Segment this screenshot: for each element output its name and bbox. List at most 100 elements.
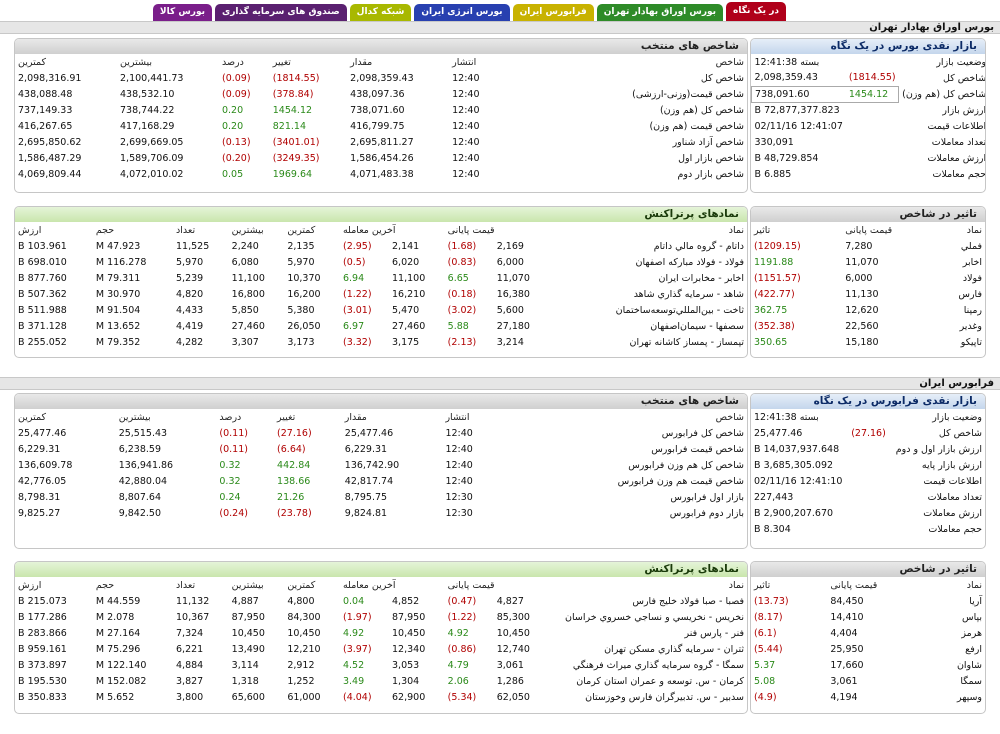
impact-cell: 362.75 (754, 304, 788, 316)
impact-cell: فولاد (962, 272, 982, 284)
market-change: 1454.12 (845, 85, 900, 103)
symbols-cell: 27,460 (231, 320, 265, 332)
impact-cell: 4,194 (830, 691, 858, 703)
symbols-row[interactable]: كرمان - س. توسعه و عمران استان كرمان 1,28… (15, 673, 747, 689)
symbols-cell[interactable]: شاهد - سرمايه گذاري شاهد (633, 288, 744, 300)
symbols-cell: 26,050 (287, 320, 321, 332)
indices-row: شاخص کل هم وزن فرابورس 12:40 136,742.90 442… (15, 457, 747, 473)
tab-2[interactable]: فرابورس ایران (512, 4, 594, 22)
impact-cell: تاپيكو (960, 336, 982, 348)
market-label: ارزش بازار (942, 104, 986, 116)
symbols-row[interactable]: سمگا - گروه سرمايه گذاري ميراث فرهنگي 3,0… (15, 657, 747, 673)
market-row: حجم معاملات 8.304 B (751, 521, 985, 537)
symbols-cell: 84,300 (287, 611, 321, 623)
symbols-row[interactable]: داتام - گروه مالي داتام 2,169 (1.68) 2,141 (… (15, 238, 747, 254)
tab-4[interactable]: شبکه کدال (349, 4, 412, 22)
symbols-cell[interactable]: كرمان - س. توسعه و عمران استان كرمان (576, 675, 744, 687)
tab-0[interactable]: در یک نگاه (726, 2, 786, 22)
impact-cell: فملي (960, 240, 982, 252)
impact-row: شاوان 17,660 5.37 (751, 657, 985, 673)
indices-cell: (6.64) (277, 443, 306, 455)
indices-cell: 2,098,316.91 (18, 72, 82, 84)
symbols-cell: 12,340 (392, 643, 426, 655)
symbols-cell[interactable]: فولاد - فولاد مباركه اصفهان (635, 256, 744, 268)
market-label: حجم معاملات (928, 523, 982, 535)
symbols-cell[interactable]: ثاخت - بين‌المللي‌توسعه‌ساختمان (615, 304, 744, 316)
symbols-cell: 3.49 (342, 675, 365, 687)
symbols-cell: 283.866 B (18, 627, 67, 639)
symbols-cell: 152.082 M (95, 675, 147, 687)
symbols-row[interactable]: نخريس - نخريسي و نساجي خسروي خراسان 85,30… (15, 609, 747, 625)
impact-header-1: قیمت پایانی (830, 579, 878, 591)
symbols-cell[interactable]: تپمساز - پمساز كاشانه تهران (629, 336, 744, 348)
tab-1[interactable]: بورس اوراق بهادار تهران (596, 4, 724, 22)
symbols-cell: 27,180 (496, 320, 530, 332)
symbols-row[interactable]: سدبير - س. تدبيرگران فارس وخوزستان 62,050… (15, 689, 747, 705)
market-change (846, 102, 899, 118)
tab-5[interactable]: صندوق های سرمایه گذاری (214, 4, 347, 22)
tab-6[interactable]: بورس کالا (152, 4, 212, 22)
symbols-cell: 4,820 (176, 288, 204, 300)
indices-cell: 0.20 (221, 120, 244, 132)
symbols-header-7: ارزش (18, 224, 42, 236)
tab-3[interactable]: بورس انرژی ایران (414, 4, 510, 22)
indices-cell: 12:30 (445, 491, 473, 503)
indices-cell: 4,072,010.02 (120, 168, 184, 180)
impact-cell: (1151.57) (754, 272, 801, 284)
symbols-cell: 79.311 M (95, 272, 141, 284)
symbols-cell[interactable]: سمگا - گروه سرمايه گذاري ميراث فرهنگي (572, 659, 744, 671)
market-change (846, 118, 899, 134)
symbols-cell[interactable]: نخريس - نخريسي و نساجي خسروي خراسان (565, 611, 744, 623)
impact-header-0: نماد (966, 224, 982, 236)
symbols-row[interactable]: فنر - پارس فنر 10,450 4.92 10,450 4.92 10,450… (15, 625, 747, 641)
tab-bar: در یک نگاه بورس اوراق بهادار تهران فرابورس… (152, 2, 786, 22)
symbols-row[interactable]: شاهد - سرمايه گذاري شاهد 16,380 (0.18) 16,2… (15, 286, 747, 302)
market-value: 330,091 (754, 136, 794, 148)
symbols-cell: (4.04) (342, 691, 372, 703)
symbols-row[interactable]: فولاد - فولاد مباركه اصفهان 6,000 (0.83) 6,… (15, 254, 747, 270)
symbols-cell[interactable]: ثتران - سرمايه گذاري مسكن تهران (604, 643, 744, 655)
symbols-row[interactable]: ثاخت - بين‌المللي‌توسعه‌ساختمان 5,600 (3.0… (15, 302, 747, 318)
indices-cell: 2,098,359.43 (350, 72, 414, 84)
symbols-cell: (0.18) (447, 288, 477, 300)
symbols-cell: 87,950 (231, 611, 265, 623)
section-title-ifb: فرابورس ایران (0, 377, 1000, 390)
symbols-cell[interactable]: اخابر - مخابرات ايران (658, 272, 744, 284)
indices-cell: 438,097.36 (350, 88, 405, 100)
indices-cell: 737,149.33 (18, 104, 73, 116)
indices-cell: (0.13) (221, 136, 251, 148)
symbols-row[interactable]: فصبا - صبا فولاد خليج فارس 4,827 (0.47) 4,8… (15, 593, 747, 609)
indices-cell: 9,842.50 (118, 507, 162, 519)
market-value: 12:41:07 02/11/16 (754, 120, 843, 132)
impact-row: بپاس 14,410 (8.17) (751, 609, 985, 625)
impact-cell: 15,180 (845, 336, 879, 348)
indices-cell: 25,477.46 (18, 427, 67, 439)
symbols-cell[interactable]: سصفها - سيمان‌اصفهان (650, 320, 744, 332)
symbols-header-2: آخرین معامله (342, 224, 396, 236)
indices-cell: 12:40 (445, 443, 473, 455)
symbols-cell[interactable]: داتام - گروه مالي داتام (653, 240, 744, 252)
symbols-cell[interactable]: سدبير - س. تدبيرگران فارس وخوزستان (585, 691, 744, 703)
indices-cell: (1814.55) (272, 72, 320, 84)
market-value: 227,443 (754, 491, 794, 503)
indices-header-2: مقدار (344, 411, 367, 423)
symbols-row[interactable]: ثتران - سرمايه گذاري مسكن تهران 12,740 (0.… (15, 641, 747, 657)
impact-cell: (5.44) (754, 643, 783, 655)
symbols-header-6: حجم (95, 579, 115, 591)
impact-row: هرمز 4,404 (6.1) (751, 625, 985, 641)
symbols-cell[interactable]: فنر - پارس فنر (684, 627, 744, 639)
impact-cell: 5.08 (754, 675, 776, 687)
symbols-cell[interactable]: فصبا - صبا فولاد خليج فارس (632, 595, 744, 607)
indices-cell: 138.66 (277, 475, 311, 487)
symbols-cell: 6,080 (231, 256, 259, 268)
symbols-row[interactable]: اخابر - مخابرات ايران 11,070 6.65 11,100 6.9… (15, 270, 747, 286)
market-change (848, 457, 890, 473)
indices-cell: 6,229.31 (18, 443, 61, 455)
symbols-cell: 116.278 M (95, 256, 147, 268)
symbols-cell: (3.02) (447, 304, 477, 316)
indices-header-2: مقدار (350, 56, 373, 68)
symbols-row[interactable]: تپمساز - پمساز كاشانه تهران 3,214 (2.13) 3,… (15, 334, 747, 350)
indices-cell: 1,586,454.26 (350, 152, 414, 164)
symbols-row[interactable]: سصفها - سيمان‌اصفهان 27,180 5.88 27,460 6.97… (15, 318, 747, 334)
symbols-cell: 10,450 (392, 627, 426, 639)
